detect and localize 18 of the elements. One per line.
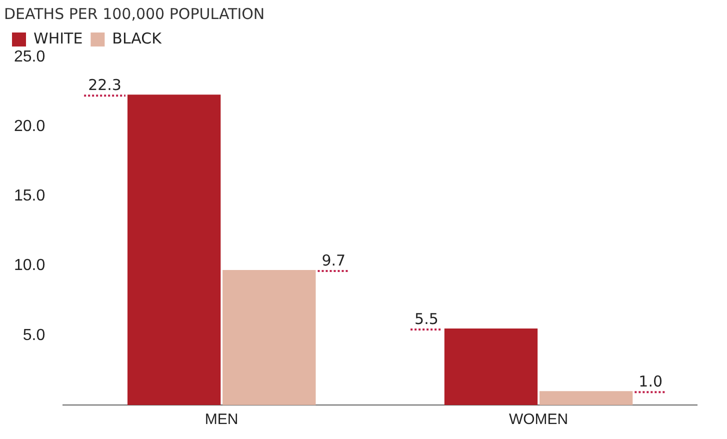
bar [539, 391, 633, 405]
y-tick-label: 20.0 [14, 118, 46, 136]
chart-title: DEATHS PER 100,000 POPULATION [4, 4, 265, 23]
data-label: 22.3 [88, 76, 122, 94]
bar [444, 328, 538, 405]
x-tick-label: WOMEN [508, 411, 568, 428]
y-tick-label: 5.0 [22, 326, 46, 344]
y-tick-label: 25.0 [14, 48, 46, 66]
y-tick-label: 10.0 [14, 257, 46, 274]
y-tick-label: 15.0 [14, 188, 46, 205]
legend-label: WHITE [34, 29, 83, 48]
legend-label: BLACK [112, 29, 163, 48]
data-label: 9.7 [322, 251, 346, 270]
x-tick-label: MEN [204, 411, 238, 428]
bar [127, 94, 221, 405]
data-label: 1.0 [638, 372, 663, 390]
bar [222, 270, 316, 405]
data-label: 5.5 [414, 310, 438, 328]
